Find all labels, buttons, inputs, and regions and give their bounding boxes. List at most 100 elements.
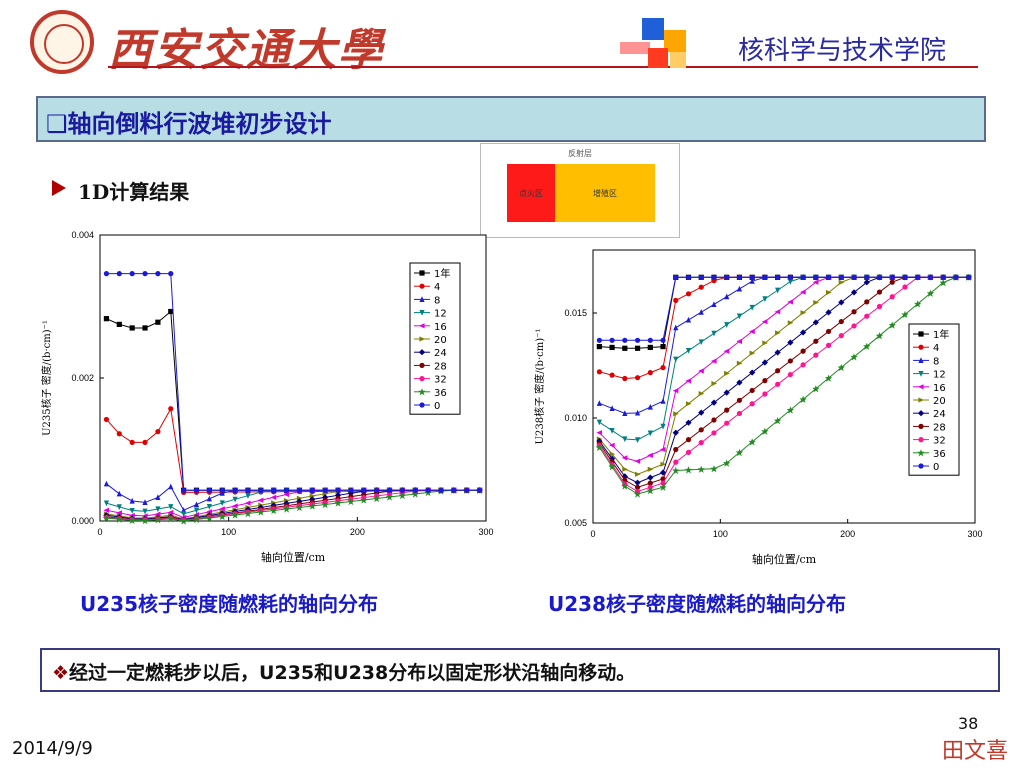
data-point [660,337,666,343]
data-point [193,507,200,514]
data-point [634,345,641,351]
diamond-bullet-icon: ❖ [52,662,70,684]
legend-marker [918,371,924,377]
data-point [914,300,922,308]
data-point [128,516,136,525]
data-point [282,505,291,513]
legend-label: 4 [434,282,440,293]
data-point [698,339,704,346]
data-point [800,348,806,354]
data-point [634,437,641,443]
data-point [673,274,679,280]
data-point [875,332,884,340]
data-point [596,400,602,406]
data-point [206,503,212,510]
data-point [672,388,679,394]
data-point [698,440,704,446]
data-point [193,501,200,508]
arrow-bullet-icon [52,180,66,196]
data-point [181,487,187,493]
data-point [749,401,755,407]
data-point [168,483,174,490]
data-point [698,284,704,290]
data-point [888,321,896,329]
data-point [838,279,845,285]
data-point [168,271,174,277]
data-point [673,324,679,331]
data-point [673,411,679,417]
data-point [762,274,768,280]
legend-label: 20 [434,335,447,346]
data-point [322,487,328,493]
data-point [698,390,705,397]
data-point [660,365,666,371]
legend-label: 20 [933,396,946,407]
data-point [596,430,602,436]
data-point [283,491,290,498]
data-point [736,360,743,366]
legend-marker [419,283,425,289]
legend-label: 16 [933,383,946,394]
data-point [609,442,615,448]
ignition-zone-label: 点火区 [519,188,543,198]
data-point [940,274,946,280]
data-point [724,293,730,300]
data-point [142,439,148,445]
y-tick-label: 0.000 [71,516,94,526]
data-point [812,319,819,326]
data-point [825,274,832,280]
data-point [838,333,844,339]
data-point [736,285,743,292]
data-point [685,449,692,455]
data-point [295,503,304,512]
data-point [646,487,654,495]
data-point [864,274,870,280]
y-tick-label: 0.002 [71,373,94,383]
data-point [736,397,743,403]
breeding-zone: 增殖区 [555,164,655,222]
y-tick-label: 0.005 [564,518,587,528]
data-point [749,328,755,335]
data-point [219,506,225,512]
data-point [659,446,666,453]
data-point [889,274,895,280]
data-point [622,466,628,472]
data-point [724,274,730,280]
data-point [800,362,806,368]
data-point [348,487,354,493]
legend-label: 8 [434,295,440,306]
author-name: 田文喜 [942,739,1009,764]
data-point [711,380,718,387]
data-point [596,337,602,343]
x-tick-label: 300 [967,529,982,539]
data-point [724,322,730,328]
data-point [347,490,354,497]
data-point [787,320,794,326]
data-point [673,459,679,465]
data-point [698,368,704,374]
data-point [736,313,743,320]
data-point [787,371,793,378]
legend-label: 16 [434,322,447,333]
x-axis-label: 轴向位置/cm [752,552,817,566]
legend-marker [918,397,925,403]
legend-label: 1年 [933,328,949,341]
data-point [129,512,135,519]
data-point [762,340,768,346]
data-point [647,452,653,458]
data-point [724,420,730,426]
legend: 1年 4 8 12 16 20 24 28 32 36 0 [908,323,960,476]
y-tick-label: 0.015 [564,308,587,318]
slide-title-bar: ❑轴向倒料行波堆初步设计 [36,96,986,142]
data-point [634,375,641,381]
data-point [685,274,692,280]
data-point [244,500,251,506]
conclusion-text: 经过一定燃耗步以后，U235和U238分布以固定形状沿轴向移动。 [69,662,636,684]
data-point [824,374,833,382]
data-point [647,466,654,472]
legend-marker [419,376,425,382]
data-point [399,487,405,493]
data-point [633,490,642,498]
data-point [711,330,717,337]
